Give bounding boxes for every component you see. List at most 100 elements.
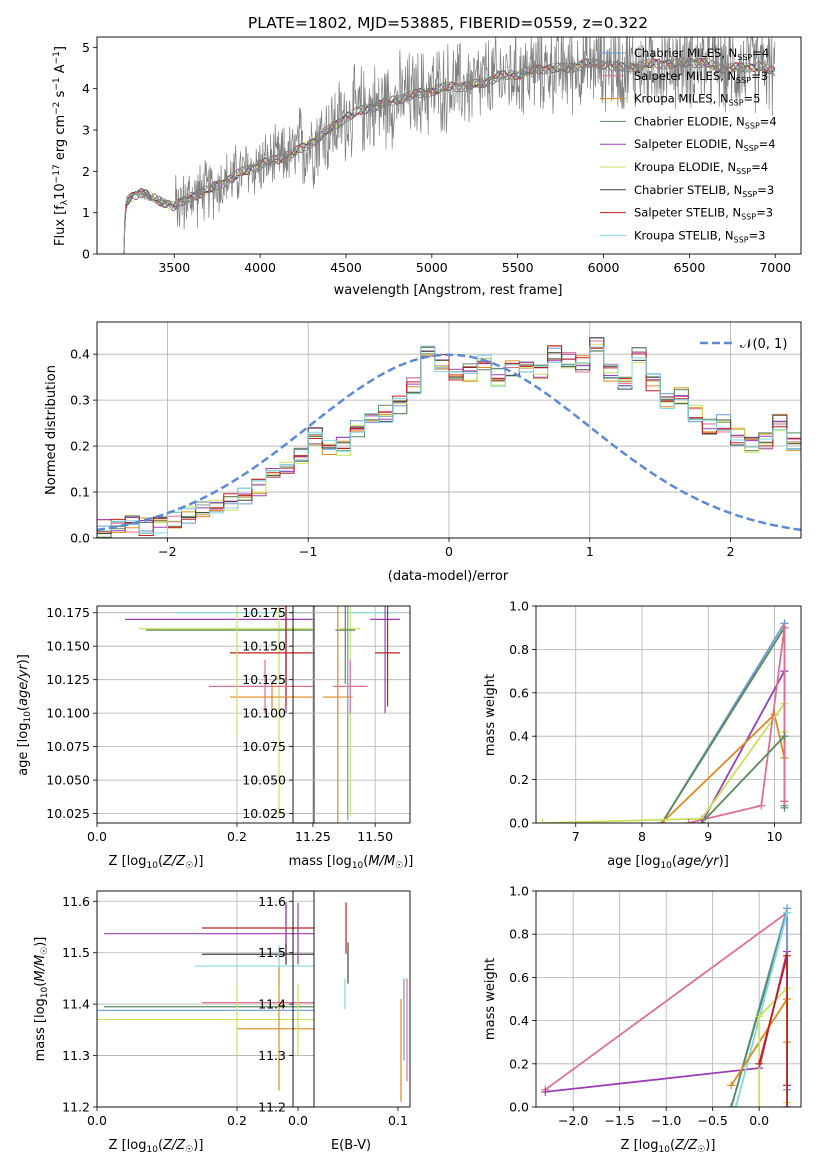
legend-label: Chabrier MILES, NSSP=4 [634, 46, 769, 62]
age-vs-Z-panel: 0.0 0.2 10.025 10.050 10.075 10.100 10.125 10.1… [46, 605, 315, 844]
y-tick-label: 0.8 [509, 927, 529, 942]
axes-frame [96, 605, 315, 824]
legend-label: 𝒩(0, 1) [740, 337, 787, 352]
residual-ylabel: Normed distribution [44, 365, 59, 495]
y-tick-label: 0.4 [509, 1013, 529, 1028]
p6-ylabel: mass [log10(M/M☉)] [33, 937, 50, 1062]
point-marker [783, 951, 792, 960]
p5-xlabel: age [log10(age/yr)] [607, 854, 729, 871]
x-tick-label: 4000 [244, 260, 276, 275]
p7-xlabel: E(B-V) [331, 1138, 371, 1153]
y-tick-label: 11.3 [62, 1048, 90, 1063]
point-marker [780, 623, 789, 632]
y-tick-label: 10.100 [242, 706, 286, 721]
histogram-step [97, 345, 801, 533]
x-tick-label: 0.0 [87, 829, 107, 844]
chart-title: PLATE=1802, MJD=53885, FIBERID=0559, z=0… [248, 14, 648, 32]
legend-label: Chabrier STELIB, NSSP=3 [634, 183, 774, 199]
point-marker [755, 1059, 764, 1068]
mass-vs-ebv-panel: 0.0 0.1 11.2 11.3 11.4 11.5 11.6 [258, 890, 411, 1128]
y-tick-label: 10.050 [46, 773, 90, 788]
y-tick-label: 0.4 [70, 347, 90, 362]
y-tick-label: 11.5 [62, 945, 90, 960]
y-tick-label: 0.3 [70, 393, 90, 408]
legend-label: Chabrier ELODIE, NSSP=4 [634, 114, 777, 130]
y-tick-label: 11.3 [258, 1048, 286, 1063]
p3-ylabel: age [log10(age/yr)] [16, 654, 33, 776]
y-tick-label: 0.0 [509, 1100, 529, 1115]
point-marker [731, 1103, 740, 1107]
series-line [758, 955, 788, 1107]
axes-frame [96, 890, 315, 1108]
spectrum-panel: 3500 4000 4500 5000 5500 6000 6500 7000 0 1 2 3 4 5 Ch… [82, 36, 802, 275]
point-marker [684, 819, 693, 823]
x-tick-label: 0.2 [227, 1113, 247, 1128]
y-tick-label: 11.6 [62, 894, 90, 909]
histogram-step [97, 347, 801, 532]
x-tick-label: 7 [572, 829, 580, 844]
point-marker [755, 1103, 764, 1107]
x-tick-label: 5000 [416, 260, 448, 275]
x-tick-label: −1.0 [651, 1113, 681, 1128]
legend-label: Kroupa STELIB, NSSP=3 [634, 228, 765, 244]
x-tick-label: −2.0 [558, 1113, 588, 1128]
y-tick-label: 0.4 [509, 729, 529, 744]
mass-vs-Z-panel: 0.0 0.2 11.2 11.3 11.4 11.5 11.6 [62, 890, 315, 1128]
histogram-step [97, 345, 801, 535]
legend-label: Salpeter ELODIE, NSSP=4 [634, 137, 776, 153]
series-line [735, 912, 788, 1107]
point-marker [697, 819, 706, 823]
y-tick-label: 5 [82, 40, 90, 55]
x-tick-label: 3500 [158, 260, 190, 275]
x-tick-label: 0.0 [288, 1113, 308, 1128]
normal-curve [97, 353, 801, 532]
grid [293, 606, 410, 823]
residual-panel: −2 −1 0 1 2 0.0 0.1 0.2 0.3 0.4 𝒩(0, 1) [70, 321, 802, 559]
x-tick-label: −2 [158, 544, 176, 559]
p3-xlabel: Z [log10(Z/Z☉)] [109, 854, 204, 871]
point-marker [783, 1103, 792, 1107]
point-marker [757, 801, 766, 810]
y-tick-label: 11.6 [258, 894, 286, 909]
axes-frame [96, 321, 802, 539]
point-marker [780, 797, 789, 806]
y-tick-label: 0.0 [70, 531, 90, 546]
x-tick-label: 11.50 [357, 829, 393, 844]
point-marker [538, 819, 547, 823]
y-tick-label: 10.175 [242, 605, 286, 620]
y-tick-label: 10.075 [46, 739, 90, 754]
x-tick-label: 0.0 [87, 1113, 107, 1128]
legend-label: Salpeter MILES, NSSP=3 [634, 69, 768, 85]
y-tick-label: 10.100 [46, 706, 90, 721]
y-tick-label: 0.2 [509, 1056, 529, 1071]
x-tick-label: 10 [767, 829, 783, 844]
x-tick-label: 0.2 [227, 829, 247, 844]
series-line [688, 627, 786, 823]
y-tick-label: 11.4 [258, 997, 286, 1012]
legend-label: Kroupa ELODIE, NSSP=4 [634, 160, 768, 176]
y-tick-label: 10.150 [242, 639, 286, 654]
y-tick-label: 10.125 [46, 672, 90, 687]
point-marker [727, 1081, 736, 1090]
x-tick-label: 6000 [588, 260, 620, 275]
point-marker [780, 732, 789, 741]
series-line [542, 700, 786, 823]
x-tick-label: 9 [704, 829, 712, 844]
y-tick-label: 0.6 [509, 685, 529, 700]
y-tick-label: 4 [82, 81, 90, 96]
p8-xlabel: Z [log10(Z/Z☉)] [621, 1138, 716, 1155]
legend-label: Salpeter STELIB, NSSP=3 [634, 206, 773, 222]
massweight-vs-age-panel: 7 8 9 10 0.0 0.2 0.4 0.6 0.8 1.0 [509, 599, 802, 844]
x-tick-label: 7000 [759, 260, 791, 275]
series-line [700, 735, 786, 823]
spectrum-ylabel: Flux [fλ10−17 erg cm−2 s−1 A−1] [52, 46, 70, 246]
point-marker [783, 908, 792, 917]
y-tick-label: 10.050 [242, 773, 286, 788]
y-tick-label: 2 [82, 164, 90, 179]
y-tick-label: 0.2 [509, 772, 529, 787]
axes-frame [292, 605, 411, 824]
y-tick-label: 11.4 [62, 997, 90, 1012]
x-tick-label: 5500 [502, 260, 534, 275]
axes-frame [535, 605, 802, 824]
